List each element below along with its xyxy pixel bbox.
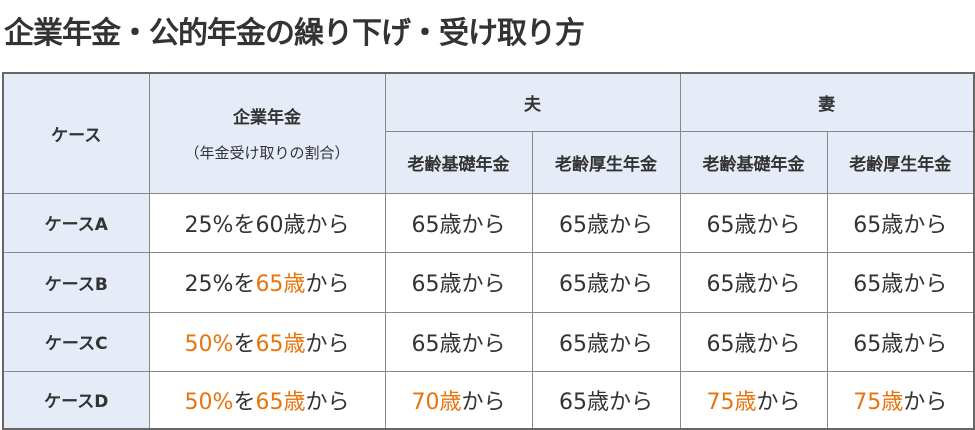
pension-table: ケース 企業年金 （年金受け取りの割合）夫妻老齢基礎年金 老齢厚生年金 老齢基礎年金 老齢…	[2, 72, 975, 430]
cell-text: から	[461, 389, 506, 415]
group-header: 妻	[679, 72, 975, 132]
cell-text: 65歳から	[411, 331, 506, 357]
cell-text: 65歳	[255, 389, 306, 415]
data-row: ケースA 25%を60歳から 65歳から 65歳から 65歳から 65歳から	[2, 192, 975, 253]
cell: 65歳から	[531, 370, 681, 430]
column-header: 老齢基礎年金	[679, 130, 828, 194]
cell: 50%を65歳から	[148, 311, 386, 372]
cell: 65歳から	[679, 311, 828, 372]
cell: 50%を65歳から	[148, 370, 386, 430]
cell: 65歳から	[384, 192, 533, 253]
cell-text: 65歳から	[411, 272, 506, 297]
data-row: ケースC 50%を65歳から 65歳から 65歳から 65歳から 65歳から	[2, 311, 975, 372]
cell: 65歳から	[826, 311, 975, 372]
cell-text: 65歳から	[853, 331, 948, 357]
cell-text: から	[305, 272, 350, 297]
cell-text: 65歳	[255, 272, 306, 297]
row-label: ケースB	[2, 251, 150, 313]
cell: 65歳から	[531, 251, 681, 313]
case-header: ケース	[2, 72, 150, 194]
cell-text: 65歳から	[559, 272, 653, 297]
cell: 65歳から	[384, 251, 533, 313]
cell: 65歳から	[531, 192, 681, 253]
page-title: 企業年金・公的年金の繰り下げ・受け取り方	[4, 16, 585, 51]
cell: 65歳から	[826, 251, 975, 313]
cell-text: 65歳から	[853, 212, 948, 238]
cell-text: から	[305, 389, 350, 415]
row-label: ケースA	[2, 192, 150, 253]
cell-text: 65歳から	[411, 212, 506, 238]
cell: 70歳から	[384, 370, 533, 430]
cell-text: 75歳	[706, 389, 757, 415]
cell-text: から	[305, 331, 350, 357]
cell-text: 65歳から	[853, 272, 948, 297]
cell: 65歳から	[384, 311, 533, 372]
row-label: ケースC	[2, 311, 150, 372]
pension-header: 企業年金 （年金受け取りの割合）	[148, 72, 386, 194]
cell-text: 50%	[184, 389, 234, 415]
row-label: ケースD	[2, 370, 150, 430]
cell-text: 65歳から	[706, 212, 801, 238]
column-header: 老齢基礎年金	[384, 130, 533, 194]
pension-title: 企業年金	[233, 108, 301, 129]
pension-note: （年金受け取りの割合）	[184, 144, 350, 163]
cell-text: 65歳から	[559, 331, 653, 357]
cell-text: 65歳から	[706, 331, 801, 357]
cell-text: 65歳	[255, 331, 306, 357]
cell-text: 25%を	[184, 272, 256, 297]
cell: 25%を65歳から	[148, 251, 386, 313]
data-row: ケースD 50%を65歳から 70歳から 65歳から 75歳から 75歳から	[2, 370, 975, 430]
header-row: 老齢基礎年金 老齢厚生年金 老齢基礎年金 老齢厚生年金	[3, 130, 975, 194]
cell: 65歳から	[679, 251, 828, 313]
cell: 25%を60歳から	[148, 192, 386, 253]
cell-text: 65歳から	[559, 389, 653, 415]
cell: 65歳から	[531, 311, 681, 372]
cell: 75歳から	[679, 370, 828, 430]
cell-text: から	[756, 389, 801, 415]
cell-text: 25%を60歳から	[184, 212, 350, 238]
column-header: 老齢厚生年金	[826, 130, 975, 194]
header-row: ケース 企業年金 （年金受け取りの割合） 夫妻	[2, 72, 975, 194]
cell-text: 50%	[184, 331, 234, 357]
cell-text: 70歳	[411, 389, 462, 415]
cell-text: 65歳から	[559, 212, 653, 238]
cell: 65歳から	[826, 192, 975, 253]
cell-text: から	[903, 389, 948, 415]
cell-text: を	[233, 389, 256, 415]
group-header: 夫	[384, 72, 681, 132]
cell-text: を	[233, 331, 256, 357]
cell-text: 65歳から	[706, 272, 801, 297]
cell: 75歳から	[826, 370, 975, 430]
cell: 65歳から	[679, 192, 828, 253]
cell-text: 75歳	[853, 389, 904, 415]
column-header: 老齢厚生年金	[531, 130, 681, 194]
data-row: ケースB 25%を65歳から 65歳から 65歳から 65歳から 65歳から	[2, 251, 975, 313]
